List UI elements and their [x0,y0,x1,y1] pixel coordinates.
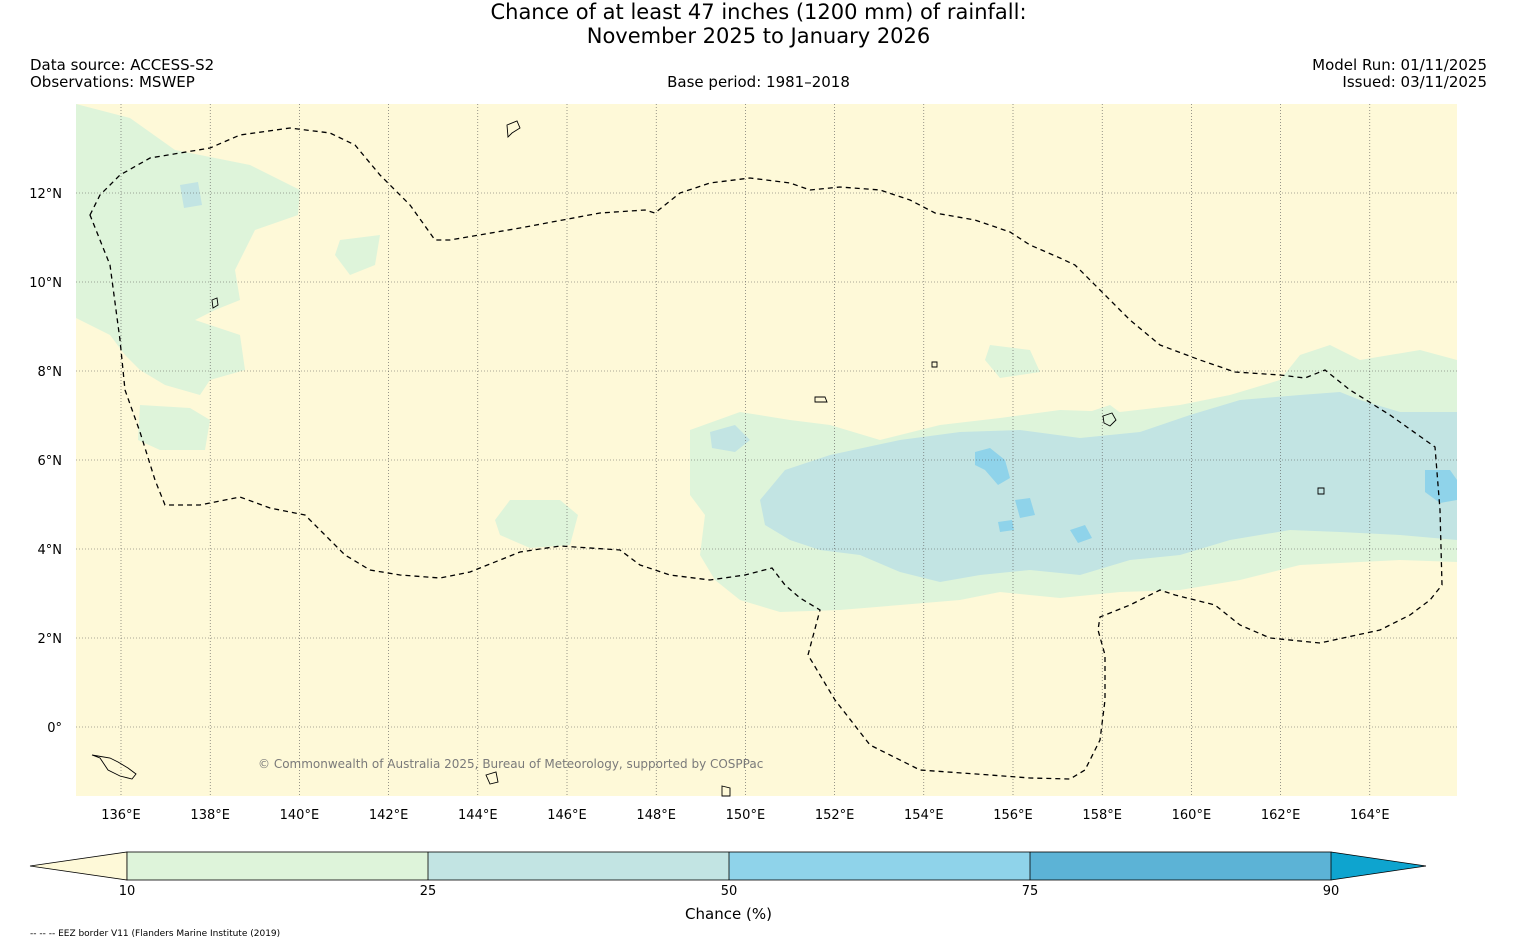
longitude-label: 160°E [1172,808,1212,823]
longitude-label: 138°E [190,808,230,823]
longitude-label: 140°E [280,808,320,823]
data-source-label: Data source: ACCESS-S2 [30,56,215,74]
longitude-label: 156°E [993,808,1033,823]
shade-50-75-e [998,520,1014,532]
eez-legend-note: -- -- -- EEZ border V11 (Flanders Marine… [30,929,281,939]
colorbar-label: 50 [721,884,738,899]
probability-shading [76,104,1457,612]
chart-title-line1: Chance of at least 47 inches (1200 mm) o… [490,0,1027,24]
latitude-tick-labels: 12°N 10°N 8°N 6°N 4°N 2°N 0° [29,187,62,736]
colorbar-75-90 [1030,852,1331,880]
latitude-label: 4°N [38,543,63,558]
colorbar-25-50 [428,852,729,880]
latitude-label: 8°N [38,365,63,380]
colorbar-label: 75 [1022,884,1039,899]
longitude-label: 150°E [726,808,766,823]
shade-50-75-d [1425,470,1457,503]
shade-25-50-west [180,182,202,208]
shade-25-50-small [710,425,750,452]
longitude-label: 142°E [369,808,409,823]
colorbar-above-90-arrow [1331,852,1426,880]
longitude-label: 158°E [1082,808,1122,823]
longitude-label: 154°E [904,808,944,823]
longitude-label: 164°E [1350,808,1390,823]
graticule [76,104,1457,796]
shade-10-25-blob-b [495,500,578,548]
longitude-label: 146°E [547,808,587,823]
colorbar-label: 25 [420,884,437,899]
shade-25-50-main [760,392,1457,582]
longitude-tick-labels: 136°E 138°E 140°E 142°E 144°E 146°E 148°E 150°E… [101,808,1389,823]
colorbar-label: 10 [119,884,136,899]
longitude-label: 136°E [101,808,141,823]
shade-10-25-blob-c [985,345,1040,378]
longitude-label: 152°E [815,808,855,823]
model-run-label: Model Run: 01/11/2025 [1312,56,1487,74]
latitude-label: 2°N [38,632,63,647]
base-period-label: Base period: 1981–2018 [667,73,850,91]
issued-label: Issued: 03/11/2025 [1342,73,1487,91]
shade-10-25-west [76,104,300,395]
colorbar-below-10-arrow [29,851,128,881]
colorbar-10-25 [127,852,428,880]
colorbar: 10 25 50 75 90 [29,851,1427,899]
colorbar-title: Chance (%) [685,905,772,923]
colorbar-label: 90 [1323,884,1340,899]
island-outlines [91,120,1325,797]
latitude-label: 12°N [29,187,62,202]
colorbar-tick-labels: 10 25 50 75 90 [119,884,1340,899]
shade-50-75-b [1015,498,1035,518]
shade-10-25-blob-d [1080,405,1130,435]
shade-10-25-blob-a [335,235,380,275]
latitude-label: 6°N [38,454,63,469]
observations-label: Observations: MSWEP [30,73,195,91]
copyright-notice: © Commonwealth of Australia 2025, Bureau… [258,757,763,771]
longitude-label: 144°E [458,808,498,823]
latitude-label: 0° [47,721,62,736]
latitude-label: 10°N [29,276,62,291]
shade-50-75-a [975,448,1010,485]
longitude-label: 148°E [636,808,676,823]
colorbar-50-75 [729,852,1030,880]
chart-title-line2: November 2025 to January 2026 [586,24,931,48]
shade-50-75-c [1070,525,1092,543]
shade-10-25-west2 [138,405,210,450]
longitude-label: 162°E [1261,808,1301,823]
